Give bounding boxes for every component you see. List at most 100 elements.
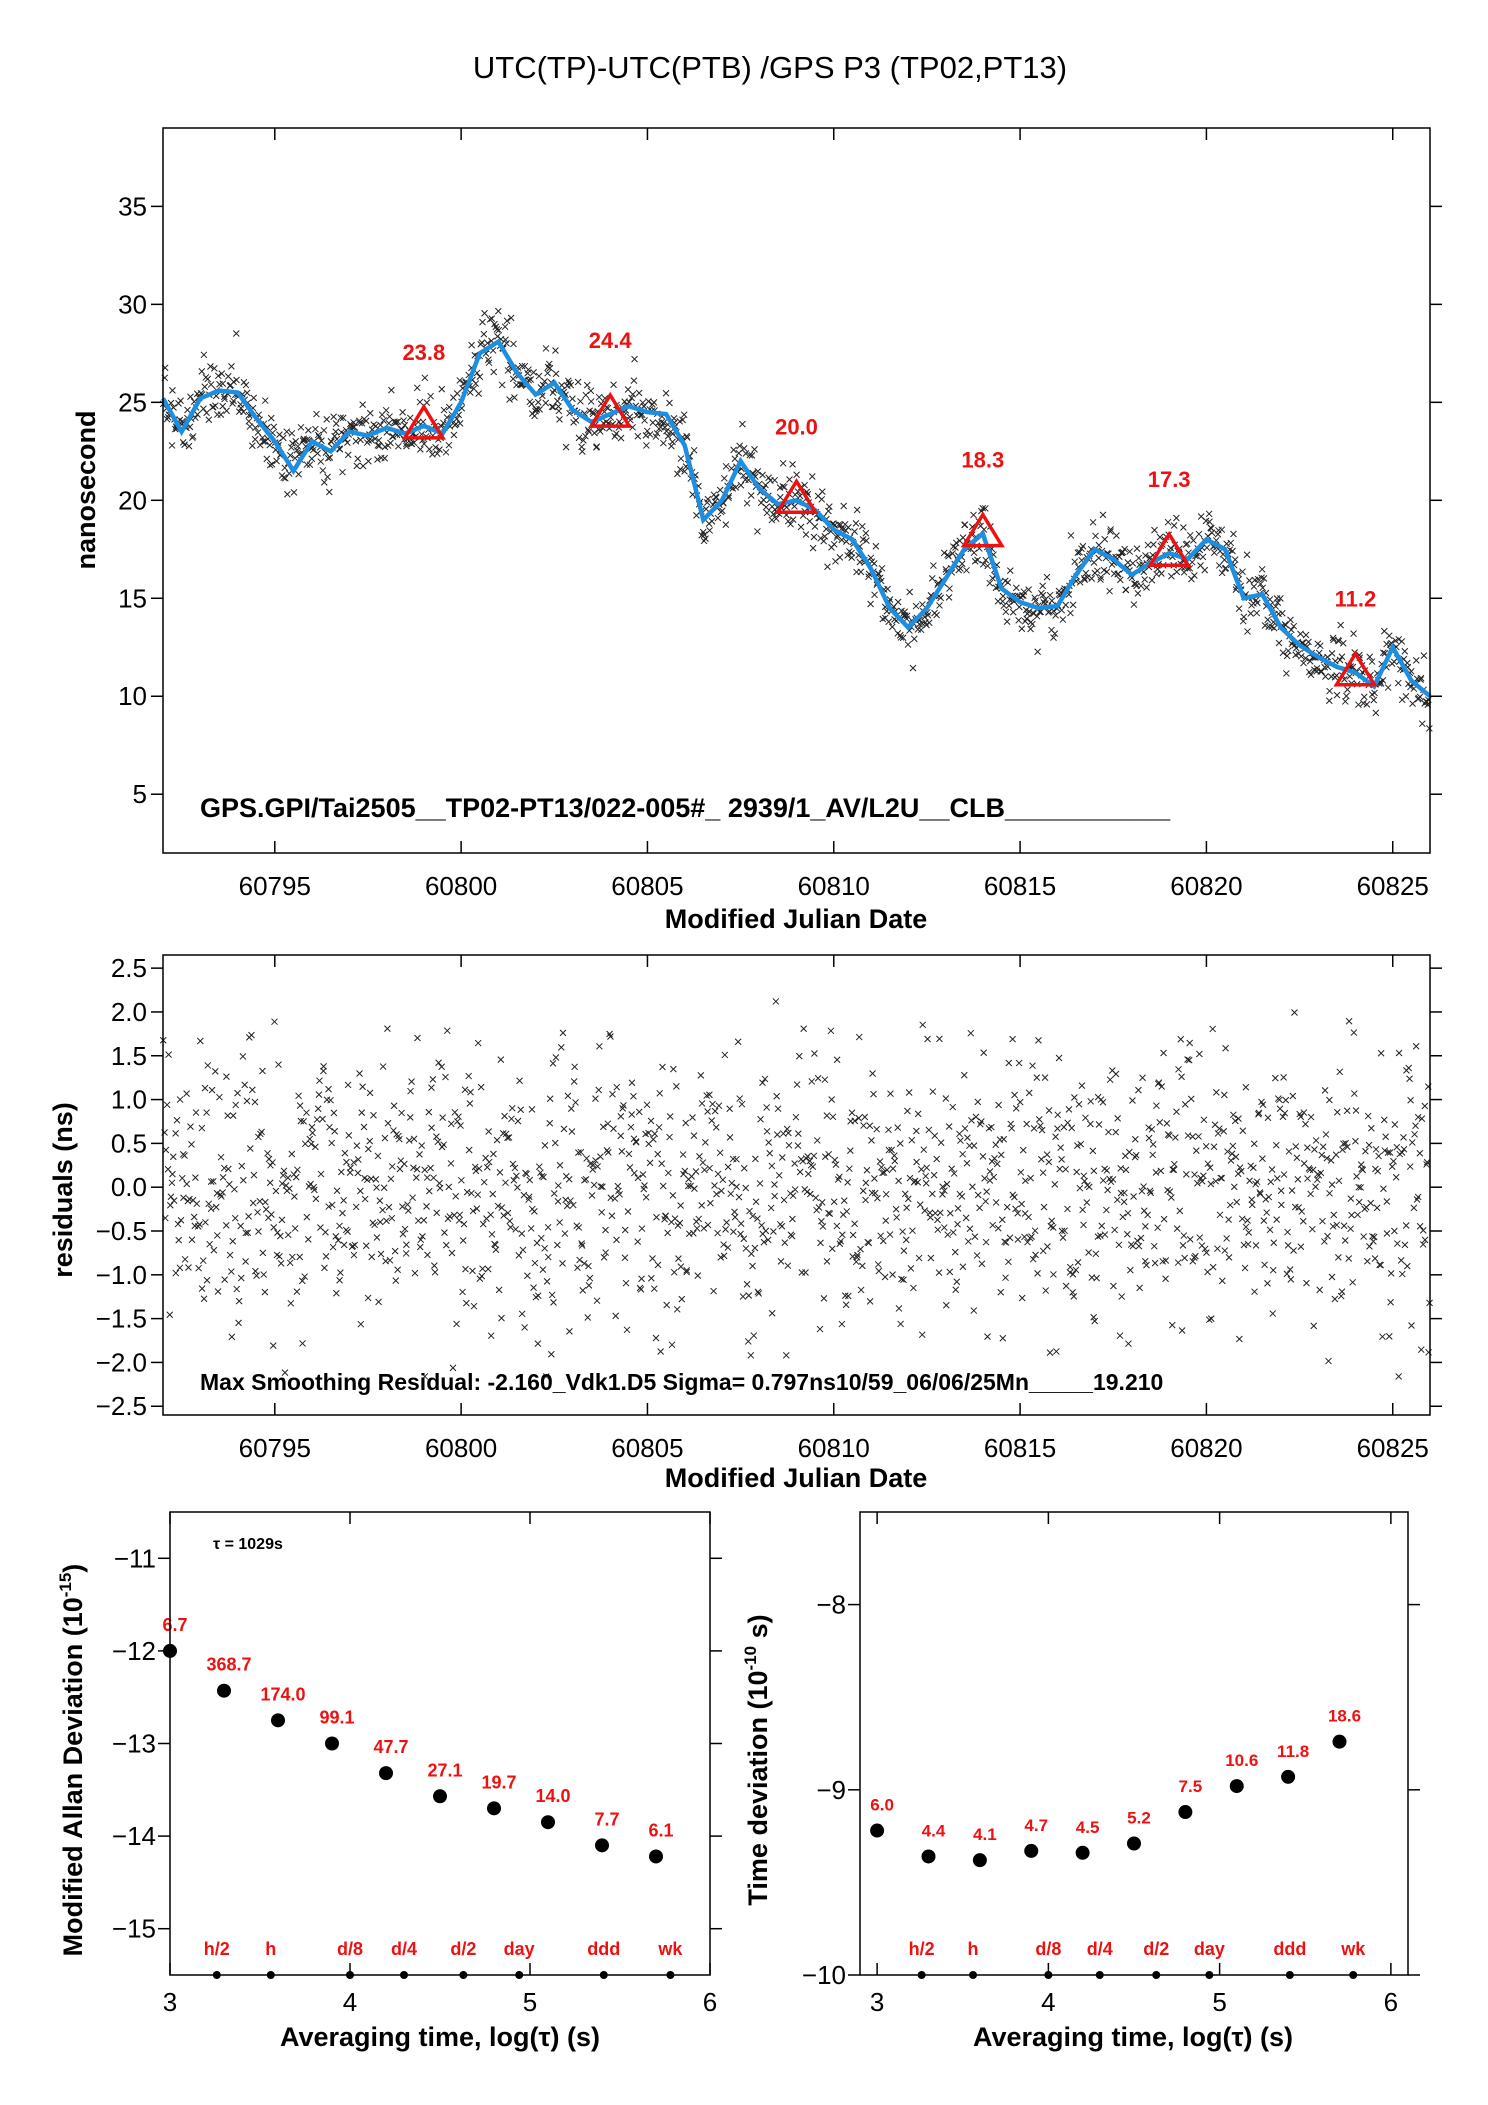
p2-data-point xyxy=(446,1213,454,1220)
p1-data-point xyxy=(232,330,240,337)
p2-data-point xyxy=(1024,1238,1031,1246)
p2-data-point xyxy=(1042,1287,1050,1294)
p2-data-point xyxy=(1200,1116,1208,1124)
p1-data-point xyxy=(1095,554,1103,562)
p2-data-point xyxy=(196,1221,203,1228)
p1-data-point xyxy=(419,418,427,426)
p2-data-point xyxy=(1073,1168,1081,1176)
p2-data-point xyxy=(1327,1157,1335,1164)
p2-data-point xyxy=(592,1095,599,1102)
p2-data-point xyxy=(914,1178,922,1186)
p2-data-point xyxy=(1215,1125,1223,1132)
p2-data-point xyxy=(1220,1091,1228,1099)
p2-data-point xyxy=(1166,1188,1174,1195)
p2-data-point xyxy=(327,1096,334,1104)
p1-data-point xyxy=(1385,632,1393,640)
p2-data-point xyxy=(1104,1186,1112,1194)
p1-data-point xyxy=(432,444,439,451)
p2-data-point xyxy=(385,1203,393,1211)
p2-data-point xyxy=(1250,1140,1258,1148)
p1-data-point xyxy=(511,394,518,401)
p2-data-point xyxy=(646,1159,654,1167)
p2-data-point xyxy=(213,1232,221,1239)
p2-data-point xyxy=(248,1086,256,1094)
p2-data-point xyxy=(1350,1029,1358,1036)
p1-data-point xyxy=(706,527,714,534)
p2-data-point xyxy=(304,1236,312,1243)
p1-data-point xyxy=(1246,577,1253,584)
p2-data-point xyxy=(934,1216,941,1224)
p1-data-point xyxy=(700,531,708,539)
p2-data-point xyxy=(900,1276,907,1284)
p1-data-point xyxy=(1119,548,1127,556)
p2-data-point xyxy=(869,1070,876,1077)
p2-data-point xyxy=(1298,1208,1306,1215)
p2-data-point xyxy=(272,1187,280,1195)
p2-data-point xyxy=(681,1167,689,1175)
p2-data-point xyxy=(516,1077,523,1085)
p1-data-point xyxy=(1170,522,1178,529)
p2-data-point xyxy=(928,1190,936,1198)
p2-data-point xyxy=(1090,1313,1098,1321)
p1-data-point xyxy=(739,420,746,428)
p1-data-point xyxy=(503,339,510,347)
p2-data-point xyxy=(1386,1149,1394,1156)
p1-data-point xyxy=(1270,624,1278,632)
p2-data-point xyxy=(616,1190,623,1198)
p1-data-point xyxy=(273,457,280,465)
p1-data-point xyxy=(768,516,776,524)
p2-data-point xyxy=(1074,1258,1082,1266)
p2-data-point xyxy=(419,1233,426,1240)
p2-data-point xyxy=(625,1150,633,1158)
p1-data-point xyxy=(1360,693,1368,701)
p1-data-point xyxy=(357,436,364,444)
p1-data-point xyxy=(1258,574,1265,582)
p2-data-point xyxy=(1114,1115,1122,1122)
p2-data-point xyxy=(804,1153,811,1160)
p2-data-point xyxy=(195,1264,202,1272)
p2-data-point xyxy=(399,1203,406,1211)
p2-data-point xyxy=(1119,1213,1127,1221)
p1-data-point xyxy=(649,419,657,426)
p2-data-point xyxy=(1412,1122,1419,1130)
p2-data-point xyxy=(1281,1109,1289,1117)
p2-data-point xyxy=(1321,1087,1329,1094)
p2-data-point xyxy=(1109,1176,1117,1183)
p2-data-point xyxy=(546,1119,554,1127)
p2-data-point xyxy=(484,1265,492,1273)
p2-data-point xyxy=(1137,1234,1145,1242)
p2-data-point xyxy=(416,1243,424,1251)
p1-data-point xyxy=(1418,720,1426,728)
p2-data-point xyxy=(349,1242,357,1250)
p2-data-point xyxy=(405,1137,413,1144)
p2-data-point xyxy=(929,1088,937,1095)
p1-data-point xyxy=(544,369,551,377)
p2-data-point xyxy=(363,1176,371,1184)
p2-data-point xyxy=(885,1146,893,1154)
p1-data-point xyxy=(776,493,784,501)
p2-data-point xyxy=(842,1301,850,1309)
p2-xtick-label: 60810 xyxy=(798,1433,870,1463)
p1-data-point xyxy=(1394,679,1402,687)
p2-data-point xyxy=(330,1109,338,1117)
p2-data-point xyxy=(1140,1207,1148,1215)
p2-data-point xyxy=(1227,1157,1235,1164)
p3-time-mark-label: h xyxy=(265,1939,276,1959)
p1-data-point xyxy=(1180,524,1187,531)
p1-data-point xyxy=(507,314,515,322)
p2-data-point xyxy=(1106,1076,1114,1084)
p2-data-point xyxy=(942,1301,950,1309)
p2-data-point xyxy=(827,1027,835,1035)
p2-data-point xyxy=(1138,1187,1146,1195)
p2-data-point xyxy=(711,1182,718,1189)
p2-data-point xyxy=(879,1169,886,1177)
p2-data-point xyxy=(995,1101,1002,1109)
p2-data-point xyxy=(1242,1223,1250,1231)
p2-data-point xyxy=(1393,1143,1401,1151)
p2-data-point xyxy=(731,1213,739,1221)
p3-time-mark-label: d/2 xyxy=(450,1939,476,1959)
p1-data-point xyxy=(851,528,858,535)
p2-ytick-label: 1.0 xyxy=(111,1085,147,1115)
p2-data-point xyxy=(1237,1167,1245,1175)
